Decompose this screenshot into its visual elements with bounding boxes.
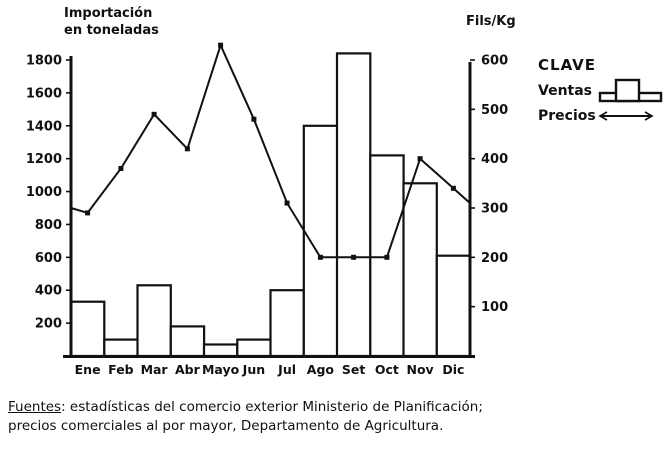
- precios-point-Jun: [251, 116, 257, 122]
- legend-label-precios: Precios: [538, 108, 596, 124]
- right-tick-label-400: 400: [481, 152, 508, 167]
- precios-point-Mar: [151, 111, 157, 117]
- precios-point-Dic: [450, 185, 456, 191]
- source-label: Fuentes: [8, 399, 62, 415]
- precios-point-Jul: [284, 200, 290, 206]
- source-note: Fuentes: estadísticas del comercio exter…: [8, 398, 483, 435]
- legend-item-ventas: Ventas: [538, 77, 664, 105]
- bar-Mar: [136, 284, 172, 358]
- bar-Ago: [302, 124, 339, 358]
- bar-Set: [335, 52, 372, 358]
- line-series-icon: [598, 111, 654, 121]
- month-label-Feb: Feb: [108, 362, 134, 377]
- month-label-Ene: Ene: [75, 362, 101, 377]
- left-tick-label-1600: 1600: [26, 86, 62, 101]
- precios-point-Abr: [184, 146, 190, 152]
- precios-point-Ago: [317, 254, 323, 260]
- left-axis-title-line2: en toneladas: [64, 22, 159, 38]
- month-label-Abr: Abr: [175, 362, 201, 377]
- left-axis-title: Importación en toneladas: [64, 6, 159, 40]
- bar-series-icon: [598, 78, 663, 103]
- left-tick-label-400: 400: [35, 284, 62, 299]
- legend-title: CLAVE: [538, 56, 597, 74]
- bar-Ene: [69, 300, 106, 358]
- legend-item-precios: Precios: [538, 108, 664, 124]
- right-tick-label-600: 600: [481, 54, 508, 69]
- bar-Feb: [103, 338, 139, 358]
- left-axis-title-line1: Importación: [64, 6, 153, 21]
- month-label-Jul: Jul: [277, 362, 296, 377]
- bar-Abr: [169, 325, 206, 358]
- left-tick-label-200: 200: [35, 317, 62, 332]
- bar-Nov: [402, 182, 438, 358]
- month-label-Dic: Dic: [442, 362, 464, 377]
- left-tick-label-1400: 1400: [26, 119, 62, 134]
- month-label-Mar: Mar: [141, 362, 169, 377]
- left-tick-label-1800: 1800: [26, 54, 62, 69]
- precios-point-Feb: [118, 166, 124, 171]
- left-tick-label-1200: 1200: [26, 152, 62, 167]
- month-label-Jun: Jun: [242, 362, 265, 377]
- left-tick-label-600: 600: [35, 251, 62, 266]
- month-label-Mayo: Mayo: [202, 362, 240, 377]
- source-line1-rest: : estadísticas del comercio exterior Min…: [61, 399, 483, 415]
- source-line-1: Fuentes: estadísticas del comercio exter…: [8, 398, 483, 417]
- precios-point-Ene: [85, 210, 91, 216]
- left-tick-label-800: 800: [35, 218, 62, 233]
- bar-Jul: [269, 289, 305, 358]
- right-tick-label-300: 300: [481, 202, 508, 217]
- right-tick-label-100: 100: [481, 300, 508, 315]
- precios-point-Set: [351, 254, 357, 260]
- precios-point-Mayo: [218, 42, 224, 48]
- precios-point-Nov: [417, 156, 423, 162]
- month-label-Ago: Ago: [307, 362, 335, 377]
- month-label-Set: Set: [342, 362, 365, 377]
- legend: CLAVE Ventas Precios: [538, 56, 664, 124]
- precios-point-Oct: [384, 254, 390, 260]
- source-line-2: precios comerciales al por mayor, Depart…: [8, 417, 444, 434]
- bar-Dic: [435, 254, 472, 358]
- precios-line: [70, 42, 471, 259]
- legend-label-ventas: Ventas: [538, 83, 593, 99]
- right-axis-title: Fils/Kg: [466, 14, 516, 29]
- left-tick-label-1000: 1000: [26, 185, 62, 200]
- month-label-Oct: Oct: [375, 362, 399, 377]
- month-label-Nov: Nov: [406, 362, 433, 377]
- right-tick-label-200: 200: [481, 251, 508, 266]
- bar-Mayo: [202, 343, 239, 358]
- right-tick-label-500: 500: [481, 103, 508, 118]
- bar-Jun: [236, 338, 272, 358]
